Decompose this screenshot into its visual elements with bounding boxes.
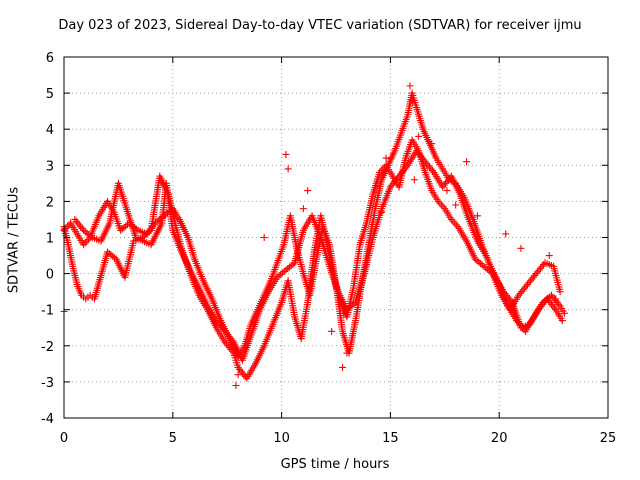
x-tick-label: 10	[273, 431, 290, 446]
data-point	[483, 265, 491, 273]
data-point	[473, 257, 481, 265]
data-layer	[60, 82, 568, 390]
chart-title: Day 023 of 2023, Sidereal Day-to-day VTE…	[58, 18, 582, 33]
data-point	[282, 266, 290, 274]
data-point	[122, 222, 130, 230]
data-point	[87, 232, 95, 240]
data-point	[275, 272, 283, 280]
data-point	[410, 176, 418, 184]
data-point	[480, 262, 488, 270]
axes: -4 -3 -2 -1 0 1 2 3 4 5 6 0 5 10 15 20 25	[41, 51, 616, 446]
data-point	[328, 327, 336, 335]
x-axis-label: GPS time / hours	[280, 457, 390, 472]
data-point	[350, 300, 358, 308]
data-point	[502, 230, 510, 238]
data-point	[83, 237, 91, 245]
data-point	[104, 248, 112, 256]
data-point	[273, 273, 281, 281]
data-point	[234, 371, 242, 379]
data-point	[299, 205, 307, 213]
data-point	[452, 201, 460, 209]
x-tick-label: 15	[382, 431, 399, 446]
y-tick-label: 6	[46, 51, 54, 66]
data-point	[81, 228, 89, 236]
series-spikes	[60, 82, 560, 390]
data-point	[145, 228, 153, 236]
data-point	[280, 267, 288, 275]
data-point	[463, 158, 471, 166]
data-point	[284, 165, 292, 173]
data-point	[517, 244, 525, 252]
data-point	[155, 216, 163, 224]
y-tick-label: 1	[46, 232, 54, 247]
x-tick-label: 20	[491, 431, 508, 446]
data-point	[260, 234, 268, 241]
data-point	[346, 303, 354, 311]
data-point	[545, 252, 553, 260]
y-tick-label: 0	[46, 268, 54, 283]
data-point	[443, 187, 451, 195]
data-point	[482, 264, 490, 272]
data-point	[142, 231, 150, 239]
data-point	[144, 229, 152, 237]
data-point	[345, 304, 353, 312]
data-point	[451, 219, 459, 227]
data-point	[105, 249, 113, 257]
y-tick-label: 4	[46, 123, 54, 138]
data-point	[339, 363, 347, 371]
data-point	[289, 260, 297, 268]
x-tick-label: 0	[60, 431, 68, 446]
data-point	[415, 132, 423, 140]
data-point	[478, 261, 486, 269]
data-point	[284, 265, 292, 273]
y-tick-label: -2	[41, 340, 54, 355]
data-point	[552, 295, 560, 303]
data-point	[117, 226, 125, 234]
data-point	[118, 225, 126, 233]
data-point	[558, 317, 566, 325]
series-track-C	[71, 147, 566, 364]
y-tick-label: 5	[46, 87, 54, 102]
y-tick-label: -4	[41, 412, 54, 427]
data-point	[343, 306, 351, 314]
data-point	[471, 255, 479, 263]
y-tick-label: 2	[46, 195, 54, 210]
x-tick-label: 5	[169, 431, 177, 446]
data-point	[232, 382, 240, 390]
data-point	[560, 309, 568, 317]
data-point	[80, 226, 88, 234]
y-tick-label: -3	[41, 376, 54, 391]
data-point	[382, 154, 390, 162]
data-point	[120, 223, 128, 231]
x-tick-label: 25	[600, 431, 617, 446]
data-point	[277, 270, 285, 278]
data-point	[282, 150, 290, 158]
data-point	[476, 259, 484, 267]
data-point	[475, 258, 483, 266]
data-point	[343, 349, 351, 357]
data-point	[378, 208, 386, 216]
data-point	[109, 252, 117, 260]
data-point	[285, 263, 293, 271]
data-point	[556, 288, 564, 296]
data-point	[428, 140, 436, 148]
data-point	[287, 262, 295, 270]
data-point	[304, 187, 312, 195]
y-tick-label: 3	[46, 159, 54, 174]
data-point	[278, 269, 286, 277]
data-point	[83, 229, 91, 237]
data-point	[408, 96, 416, 104]
data-point	[438, 201, 446, 209]
data-point	[473, 212, 481, 220]
data-point	[348, 301, 356, 309]
data-point	[406, 82, 414, 90]
data-point	[107, 251, 115, 259]
data-point	[85, 231, 93, 239]
y-tick-label: -1	[41, 304, 54, 319]
